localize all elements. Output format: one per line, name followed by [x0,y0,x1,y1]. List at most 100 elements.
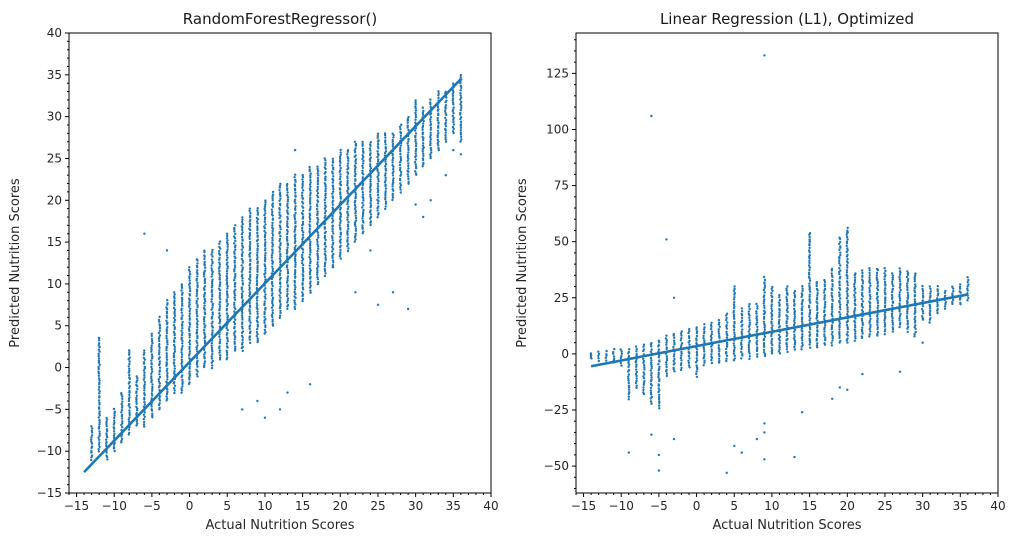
scatter-point [339,251,342,254]
scatter-point [196,365,199,368]
scatter-point [643,373,646,376]
scatter-point [884,301,887,305]
scatter-point [369,223,372,227]
scatter-point [922,296,925,299]
scatter-point [377,213,380,216]
scatter-point [823,315,826,318]
scatter-point [202,322,206,325]
scatter-point [838,336,841,340]
scatter-point [853,281,857,284]
scatter-point [98,363,101,366]
scatter-point [128,416,131,419]
scatter-point [845,297,849,300]
scatter-point [354,151,357,154]
scatter-point [793,294,796,297]
scatter-point [339,157,342,161]
scatter-point [740,451,743,454]
scatter-point [354,206,357,209]
scatter-point [740,325,743,328]
scatter-point [831,299,834,302]
scatter-point [898,267,901,270]
scatter-point [346,172,350,175]
scatter-point [673,353,676,356]
scatter-point [234,256,237,260]
scatter-point [249,259,252,263]
scatter-point [293,288,297,291]
scatter-point [823,303,827,306]
scatter-point [627,392,630,396]
scatter-point [255,282,259,285]
scatter-point [324,167,327,171]
scatter-point [657,395,661,399]
scatter-point [301,273,304,276]
scatter-point [157,357,161,360]
scatter-point [316,196,320,199]
scatter-point [332,175,335,178]
scatter-point [627,370,630,373]
scatter-point [285,294,289,298]
scatter-point [845,244,848,248]
scatter-point [302,274,305,278]
scatter-point [876,313,879,316]
scatter-point [861,323,864,327]
scatter-point [823,306,826,309]
scatter-point [151,357,154,360]
scatter-point [369,182,372,186]
scatter-point [263,227,266,230]
scatter-point [113,427,116,430]
scatter-point [391,154,394,157]
scatter-point [105,424,108,428]
scatter-point [323,227,326,230]
scatter-point [725,325,728,328]
scatter-point [620,354,623,358]
scatter-point [898,299,902,302]
scatter-point [868,333,871,336]
scatter-point [180,348,183,352]
scatter-point [361,188,364,191]
scatter-point [97,388,101,391]
scatter-point [635,384,638,387]
scatter-point [151,355,154,358]
scatter-point [233,310,236,313]
scatter-point [150,392,153,395]
scatter-point [233,270,236,273]
scatter-point [233,242,236,245]
scatter-point [264,269,267,272]
scatter-point [876,304,880,307]
scatter-point [317,265,320,268]
scatter-point [377,189,380,192]
scatter-point [331,227,334,231]
scatter-point [459,126,463,129]
scatter-point [725,357,728,360]
scatter-point [808,261,811,265]
scatter-point [346,200,349,204]
scatter-point [218,309,221,312]
scatter-point [605,359,608,362]
scatter-point [649,369,652,372]
scatter-point [203,315,206,319]
scatter-point [234,248,237,251]
scatter-point [309,176,312,179]
scatter-point [914,315,917,319]
x-axis: −15 −10 −5 0 5 10 15 20 25 30 35 40 [571,493,1006,513]
scatter-point [308,225,312,228]
scatter-point [808,266,812,269]
scatter-point [377,180,380,183]
scatter-point [703,359,706,362]
scatter-point [180,300,184,303]
scatter-point [188,333,191,337]
scatter-point [703,341,706,344]
scatter-point [808,330,811,334]
scatter-point [150,332,153,335]
scatter-point [331,248,335,251]
scatter-point [233,292,236,295]
scatter-point [346,230,349,233]
scatter-point [627,373,631,376]
scatter-point [157,380,161,383]
scatter-point [642,357,645,361]
scatter-point [98,430,101,433]
scatter-point [271,224,274,227]
scatter-point [181,345,184,348]
scatter-point [331,254,334,258]
scatter-point [234,224,237,227]
